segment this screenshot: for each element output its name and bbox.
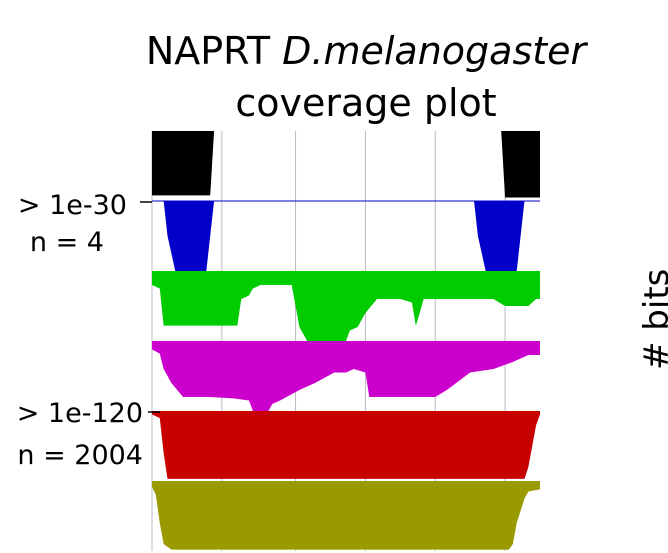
band-label-1-threshold: > 1e-30 bbox=[18, 190, 127, 221]
chart-subtitle: coverage plot bbox=[235, 81, 496, 125]
coverage-band-3 bbox=[152, 271, 540, 341]
coverage-bands bbox=[152, 131, 540, 550]
chart-title: NAPRT D.melanogaster bbox=[146, 29, 589, 73]
band-label-1-count: n = 4 bbox=[30, 227, 104, 258]
band-label-2-count: n = 2004 bbox=[17, 440, 143, 471]
coverage-band-5 bbox=[152, 411, 540, 479]
coverage-band-6 bbox=[152, 481, 540, 550]
title-species: D.melanogaster bbox=[282, 29, 588, 73]
band-label-2-threshold: > 1e-120 bbox=[17, 398, 143, 429]
title-gene: NAPRT bbox=[146, 29, 271, 73]
coverage-band-2 bbox=[152, 201, 540, 271]
band-label-2: > 1e-120 n = 2004 bbox=[17, 398, 160, 471]
coverage-band-1 bbox=[152, 131, 540, 198]
y-axis-label: # bits bbox=[637, 269, 668, 370]
band-label-1: > 1e-30 n = 4 bbox=[18, 190, 152, 258]
coverage-band-4 bbox=[152, 341, 540, 411]
